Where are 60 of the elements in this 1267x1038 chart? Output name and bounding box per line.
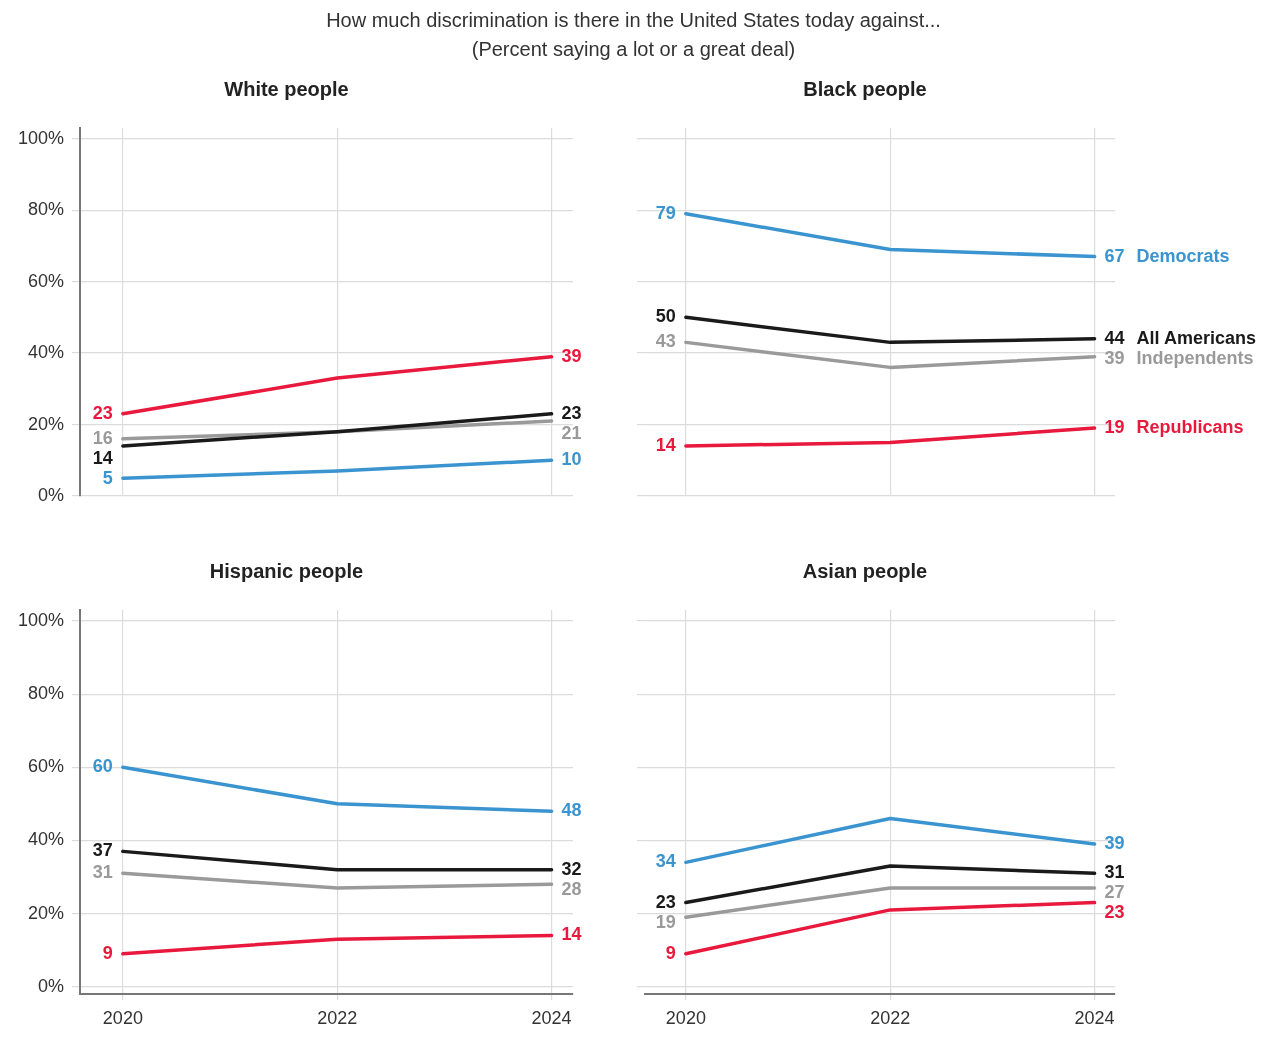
- x-tick-label: 2024: [1074, 1007, 1115, 1028]
- text: All Americans: [1136, 327, 1256, 348]
- y-tick-label: 20%: [27, 413, 64, 434]
- data-label: 14: [561, 924, 582, 945]
- data-label: 19: [1104, 417, 1125, 438]
- text: (Percent saying a lot or a great deal): [470, 37, 797, 62]
- data-label: 67: [1104, 245, 1125, 266]
- x-tick-label: 2022: [870, 1007, 911, 1028]
- text: Republicans: [1136, 417, 1244, 438]
- data-label: 32: [561, 858, 582, 879]
- y-tick-label: 0%: [37, 484, 64, 505]
- data-label: 19: [655, 911, 676, 932]
- data-label: 14: [92, 447, 113, 468]
- y-tick-label: 100%: [17, 127, 64, 148]
- y-tick-label: 0%: [37, 975, 64, 996]
- chart-title: Hispanic people: [209, 559, 364, 582]
- data-label: 44: [1104, 327, 1125, 348]
- data-label: 39: [561, 345, 582, 366]
- data-label: 23: [655, 891, 676, 912]
- y-tick-label: 80%: [27, 683, 64, 704]
- text: Democrats: [1136, 245, 1230, 266]
- data-label: 14: [655, 434, 676, 455]
- chart-title: White people: [224, 77, 349, 100]
- data-label: 31: [1104, 862, 1125, 883]
- y-tick-label: 60%: [27, 270, 64, 291]
- data-label: 9: [665, 942, 676, 963]
- x-tick-label: 2024: [531, 1007, 572, 1028]
- data-label: 37: [92, 840, 113, 861]
- data-label: 39: [1104, 833, 1125, 854]
- y-tick-label: 80%: [27, 199, 64, 220]
- data-label: 23: [561, 402, 582, 423]
- data-label: 16: [92, 427, 113, 448]
- text: Independents: [1136, 347, 1254, 368]
- data-label: 9: [102, 942, 113, 963]
- data-label: 79: [655, 202, 676, 223]
- text: How much discrimination is there in the United States today against...: [325, 8, 942, 33]
- data-label: 10: [561, 449, 582, 470]
- data-label: 23: [92, 402, 113, 423]
- data-label: 60: [92, 756, 113, 777]
- data-label: 39: [1104, 347, 1125, 368]
- data-label: 28: [561, 878, 582, 899]
- x-tick-label: 2020: [102, 1007, 143, 1028]
- data-label: 5: [102, 467, 113, 488]
- data-label: 48: [561, 800, 582, 821]
- chart-title: Asian people: [802, 559, 928, 582]
- y-tick-label: 40%: [27, 342, 64, 363]
- data-label: 31: [92, 862, 113, 883]
- y-tick-label: 60%: [27, 756, 64, 777]
- data-label: 21: [561, 422, 582, 443]
- x-tick-label: 2022: [317, 1007, 358, 1028]
- data-label: 27: [1104, 882, 1125, 903]
- y-tick-label: 100%: [17, 609, 64, 630]
- data-label: 23: [1104, 902, 1125, 923]
- y-tick-label: 20%: [27, 902, 64, 923]
- x-tick-label: 2020: [665, 1007, 706, 1028]
- data-label: 50: [655, 306, 676, 327]
- data-label: 34: [655, 851, 676, 872]
- data-label: 43: [655, 331, 676, 352]
- y-tick-label: 40%: [27, 829, 64, 850]
- chart-title: Black people: [803, 77, 927, 100]
